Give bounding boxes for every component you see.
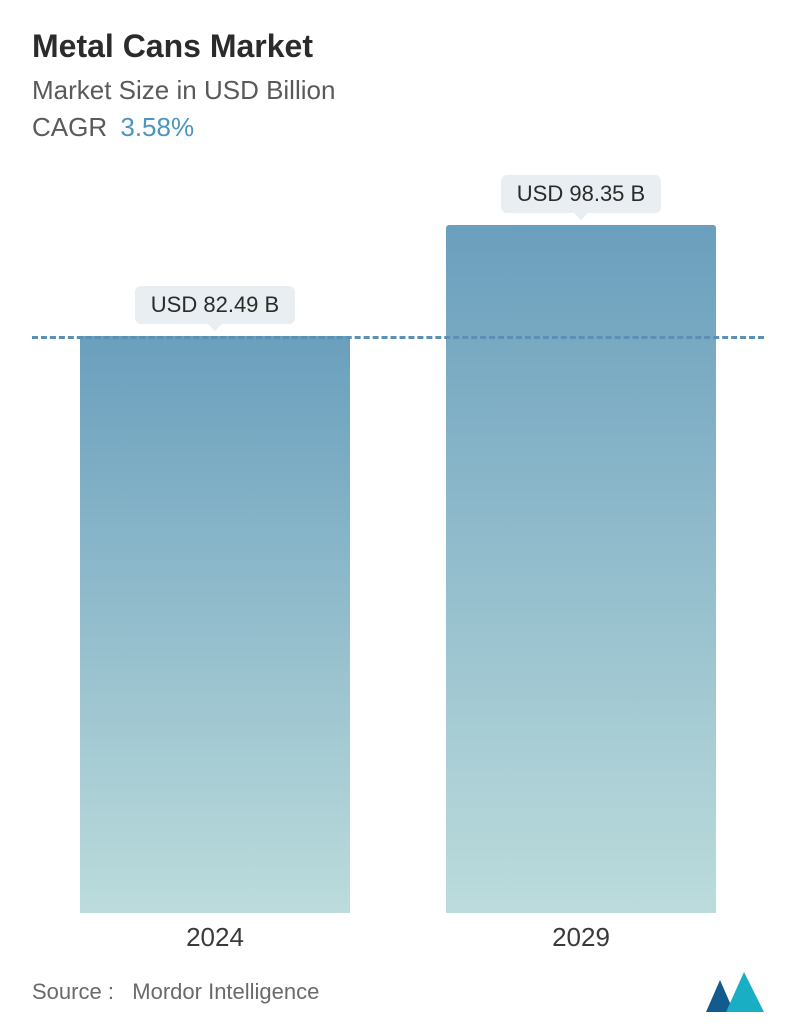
bar	[446, 225, 716, 913]
source-label: Source :	[32, 979, 114, 1004]
value-badge: USD 98.35 B	[501, 175, 661, 213]
chart-title: Metal Cans Market	[32, 28, 764, 65]
chart-plot-area: USD 82.49 B USD 98.35 B 2024 2029	[32, 183, 764, 953]
mordor-logo-icon	[706, 972, 764, 1012]
x-axis-label: 2029	[446, 922, 716, 953]
cagr-value: 3.58%	[120, 112, 194, 142]
cagr-line: CAGR 3.58%	[32, 112, 764, 143]
bar-group: USD 98.35 B	[446, 225, 716, 913]
reference-dash-line	[32, 336, 764, 339]
bar	[80, 336, 350, 913]
source-attribution: Source : Mordor Intelligence	[32, 979, 319, 1005]
value-badge: USD 82.49 B	[135, 286, 295, 324]
chart-subtitle: Market Size in USD Billion	[32, 75, 764, 106]
source-name: Mordor Intelligence	[132, 979, 319, 1004]
bar-group: USD 82.49 B	[80, 336, 350, 913]
x-axis-label: 2024	[80, 922, 350, 953]
bars-container: USD 82.49 B USD 98.35 B	[32, 213, 764, 913]
cagr-label: CAGR	[32, 112, 107, 142]
x-axis: 2024 2029	[32, 922, 764, 953]
chart-footer: Source : Mordor Intelligence	[32, 972, 764, 1012]
